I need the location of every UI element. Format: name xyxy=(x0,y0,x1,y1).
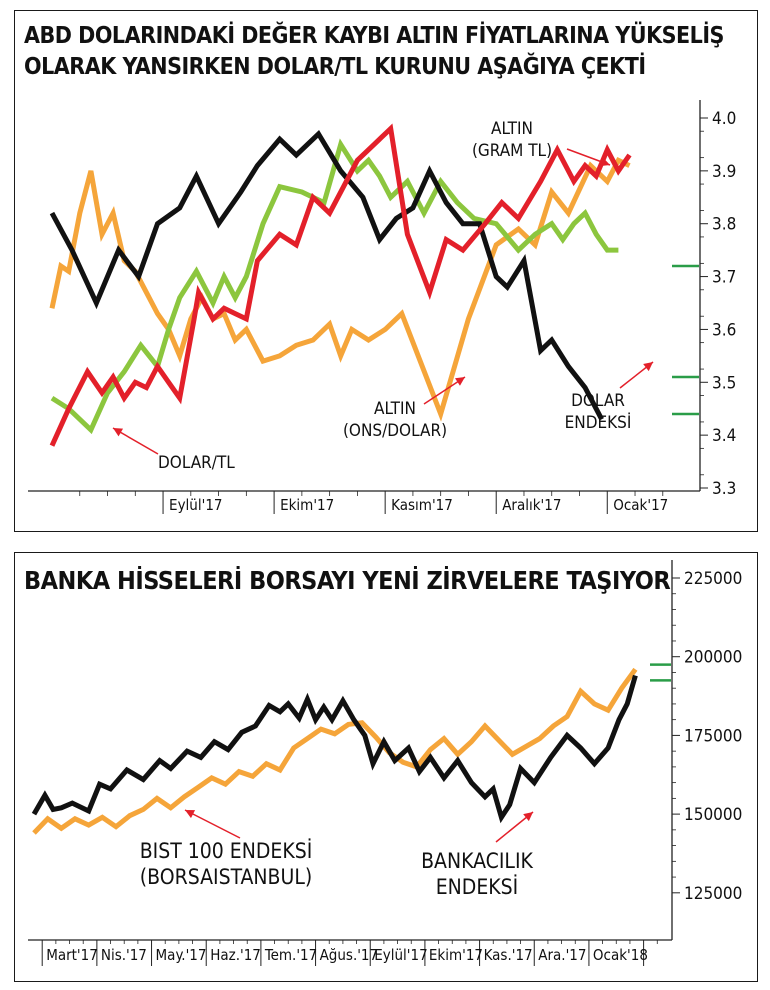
chart1-label-altin-ons-line1: ALTIN xyxy=(374,399,416,419)
chart1-label-dolar-endeksi-line2: ENDEKSİ xyxy=(565,412,632,433)
chart2-y-tick-label-2: 200000 xyxy=(684,648,742,668)
chart1-y-tick-label-1: 4.0 xyxy=(712,109,736,129)
chart1-y-tick-label-2: 3.9 xyxy=(712,162,736,182)
chart2-arrow-bist100-line xyxy=(184,809,241,839)
chart2-y-tick-label-4: 150000 xyxy=(684,805,742,825)
chart1-series-altin-gram-line xyxy=(50,138,619,435)
chart1-label-dolar-tl-line1: DOLAR/TL xyxy=(158,453,235,473)
chart2-y-tick-label-3: 175000 xyxy=(684,726,742,746)
chart2-x-tick-label-2: Nis.'17 xyxy=(101,946,147,964)
chart1-y-tick-label-3: 3.8 xyxy=(712,215,736,235)
chart1-y-tick-label-4: 3.7 xyxy=(712,268,736,288)
chart2-series-bankacilik-line xyxy=(31,674,638,824)
chart1-x-tick-label-1: Eylül'17 xyxy=(169,496,222,514)
chart2-label-bankacilik-line2: ENDEKSİ xyxy=(436,874,519,899)
chart2-x-tick-label-6: Ağus.'17 xyxy=(320,946,379,964)
chart1-x-tick-label-2: Ekim'17 xyxy=(280,496,334,514)
chart1-label-dolar-endeksi-line1: DOLAR xyxy=(571,391,625,411)
chart2-x-tick-label-10: Ara.'17 xyxy=(538,946,586,964)
chart2-x-tick-label-3: May.'17 xyxy=(156,946,207,964)
chart2-x-tick-label-9: Kas.'17 xyxy=(484,946,533,964)
chart1-x-tick-label-5: Ocak'17 xyxy=(613,496,668,514)
chart2-x-tick-label-8: Ekim'17 xyxy=(429,946,483,964)
chart2-x-tick-label-11: Ocak'18 xyxy=(593,946,648,964)
chart1-series-dolar-tl-line xyxy=(49,123,632,447)
chart2-x-tick-label-7: Eylül'17 xyxy=(374,946,427,964)
chart1-title-line1: ABD DOLARINDAKİ DEĞER KAYBI ALTIN FİYATL… xyxy=(24,23,724,49)
chart2-label-bankacilik-line1: BANKACILIK xyxy=(421,849,533,873)
chart2-label-bist100-line2: (BORSAISTANBUL) xyxy=(140,865,312,889)
chart1-y-tick-label-5: 3.6 xyxy=(712,320,736,340)
chart2-y-tick-label-1: 225000 xyxy=(684,569,742,589)
chart2-x-tick-label-5: Tem.'17 xyxy=(264,946,317,964)
chart1-arrow-dolar-endeksi-head xyxy=(643,362,653,372)
chart1-y-tick-label-7: 3.4 xyxy=(712,426,736,446)
chart1-series-altin-ons-line xyxy=(49,157,631,422)
chart2-arrow-bist100-head xyxy=(185,810,196,819)
chart1-arrow-altin-ons-head xyxy=(455,377,465,386)
chart1-arrow-altin-gram-head xyxy=(599,157,610,167)
chart1-series-dolar-endeksi-line xyxy=(49,129,604,421)
chart1-label-altin-gram-line2: (GRAM TL) xyxy=(472,141,552,161)
chart1-x-tick-label-3: Kasım'17 xyxy=(391,496,453,514)
chart1-label-altin-gram-line1: ALTIN xyxy=(491,119,533,139)
chart2-title: BANKA HİSSELERİ BORSAYI YENİ ZİRVELERE T… xyxy=(24,566,671,595)
chart1-label-altin-ons-line2: (ONS/DOLAR) xyxy=(343,421,447,441)
chart2-arrow-bankacilik-head xyxy=(523,812,533,822)
chart2-label-bist100-line1: BIST 100 ENDEKSİ xyxy=(140,838,313,863)
chart-panel-bank-stocks xyxy=(14,552,758,982)
chart2-y-tick-label-5: 125000 xyxy=(684,884,742,904)
chart1-y-tick-label-6: 3.5 xyxy=(712,373,736,393)
chart2-series-bist100-line xyxy=(32,667,638,835)
chart2-x-tick-label-1: Mart'17 xyxy=(46,946,98,964)
chart1-y-tick-label-8: 3.3 xyxy=(712,479,736,499)
chart1-arrow-dolar-tl-head xyxy=(113,428,124,437)
chart2-x-tick-label-4: Haz.'17 xyxy=(210,946,261,964)
chart1-title-line2: OLARAK YANSIRKEN DOLAR/TL KURUNU AŞAĞIYA… xyxy=(24,54,646,80)
chart1-x-tick-label-4: Aralık'17 xyxy=(502,496,561,514)
